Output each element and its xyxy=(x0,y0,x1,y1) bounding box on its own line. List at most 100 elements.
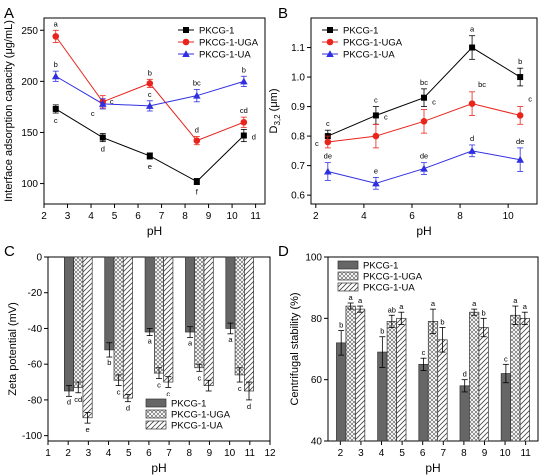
series-PKCG-1-UA: de e de d de xyxy=(324,134,524,190)
data-point xyxy=(240,132,247,139)
y-axis-label: Interface adsorption capacity (μg/mL) xyxy=(3,20,15,202)
data-point xyxy=(372,179,380,187)
bar xyxy=(225,256,236,329)
significance-label: b xyxy=(380,327,384,336)
x-tick-label: 2 xyxy=(338,448,344,459)
legend-swatch xyxy=(337,282,359,292)
panel-D: D 2 3 4 5 6 7 8 9 10 11 40 60 80 100 pH Centrifugal stab… xyxy=(278,243,539,475)
bar xyxy=(104,256,115,351)
legend-marker xyxy=(183,27,189,33)
data-point xyxy=(421,94,427,101)
significance-label: c xyxy=(117,388,121,397)
significance-label: a xyxy=(148,337,153,346)
significance-label: c xyxy=(432,98,436,107)
data-point xyxy=(98,100,107,107)
y-tick-label: -40 xyxy=(28,324,43,335)
bar xyxy=(500,373,511,442)
plot-frame xyxy=(43,17,266,205)
series-PKCG-1-UA: edccd xyxy=(82,256,255,434)
x-tick-label: 3 xyxy=(86,448,92,459)
x-tick-label: 11 xyxy=(245,448,256,459)
bar xyxy=(113,256,124,381)
y-tick-label: 200 xyxy=(21,77,38,88)
y-tick-label: 40 xyxy=(311,437,323,448)
x-axis-label: pH xyxy=(416,224,431,238)
legend-marker xyxy=(326,38,334,46)
legend-label: PKCG-1-UA xyxy=(171,421,223,432)
significance-label: b xyxy=(54,60,58,69)
legend-label: PKCG-1-UGA xyxy=(343,38,403,49)
significance-label: ab xyxy=(388,305,396,314)
y-tick-label: 1.0 xyxy=(291,73,305,84)
significance-label: de xyxy=(420,152,428,161)
data-point xyxy=(99,134,106,141)
x-tick-label: 9 xyxy=(482,448,488,459)
significance-label: d xyxy=(470,134,474,143)
panel-label: A xyxy=(4,5,14,22)
panel-label: C xyxy=(4,243,15,260)
bar xyxy=(519,317,530,442)
y-tick-label: -20 xyxy=(28,288,43,299)
significance-label: c xyxy=(504,354,508,363)
significance-label: bc xyxy=(193,79,201,88)
x-tick-label: 8 xyxy=(461,448,467,459)
bar xyxy=(194,256,205,369)
x-tick-label: 11 xyxy=(520,448,531,459)
y-tick-label: 0.9 xyxy=(291,102,305,113)
significance-label: b xyxy=(339,321,343,330)
significance-label: c xyxy=(157,380,161,389)
y-tick-label: 0 xyxy=(36,253,42,264)
bar xyxy=(427,321,439,442)
data-point xyxy=(420,164,428,172)
y-axis-label-unit: (μm) xyxy=(268,89,280,115)
legend-swatch xyxy=(145,420,167,430)
significance-label: e xyxy=(148,162,152,171)
significance-label: b xyxy=(148,68,152,77)
significance-label: b xyxy=(482,308,486,317)
data-point xyxy=(420,118,428,125)
data-point xyxy=(193,137,201,144)
y-tick-label: -100 xyxy=(22,431,42,442)
significance-label: d xyxy=(126,404,130,413)
bar xyxy=(345,305,356,442)
x-tick-label: 5 xyxy=(399,448,405,459)
bar xyxy=(63,256,74,392)
x-tick-label: 6 xyxy=(420,448,426,459)
data-point xyxy=(51,72,60,80)
x-tick-label: 11 xyxy=(250,211,261,222)
legend-swatch xyxy=(145,398,167,408)
x-tick-label: 6 xyxy=(135,211,141,222)
y-axis-label-main: D xyxy=(268,125,280,133)
significance-label: d xyxy=(67,397,71,406)
x-tick-label: 7 xyxy=(159,211,165,222)
bar xyxy=(154,256,164,374)
significance-label: bc xyxy=(478,80,486,89)
y-tick-label: 0.8 xyxy=(291,132,305,143)
significance-label: a xyxy=(523,302,528,311)
x-tick-label: 7 xyxy=(441,448,447,459)
bar xyxy=(144,256,155,333)
y-tick-label: 1.1 xyxy=(291,43,305,54)
legend-swatch xyxy=(145,409,167,419)
bar xyxy=(244,256,255,392)
significance-label: a xyxy=(358,296,363,305)
significance-label: c xyxy=(238,384,242,393)
legend-marker xyxy=(182,50,190,57)
x-tick-label: 4 xyxy=(361,211,367,222)
bar xyxy=(459,385,470,442)
x-tick-label: 9 xyxy=(207,448,213,459)
x-tick-label: 10 xyxy=(224,448,236,459)
data-point xyxy=(517,74,524,81)
data-point xyxy=(146,80,154,87)
significance-label: d xyxy=(195,126,199,135)
x-tick-label: 7 xyxy=(166,448,172,459)
panel-A: A 2 3 4 5 6 7 8 9 10 11 100 150 200 250 pH Interface ads… xyxy=(3,5,266,238)
x-tick-label: 8 xyxy=(182,211,188,222)
